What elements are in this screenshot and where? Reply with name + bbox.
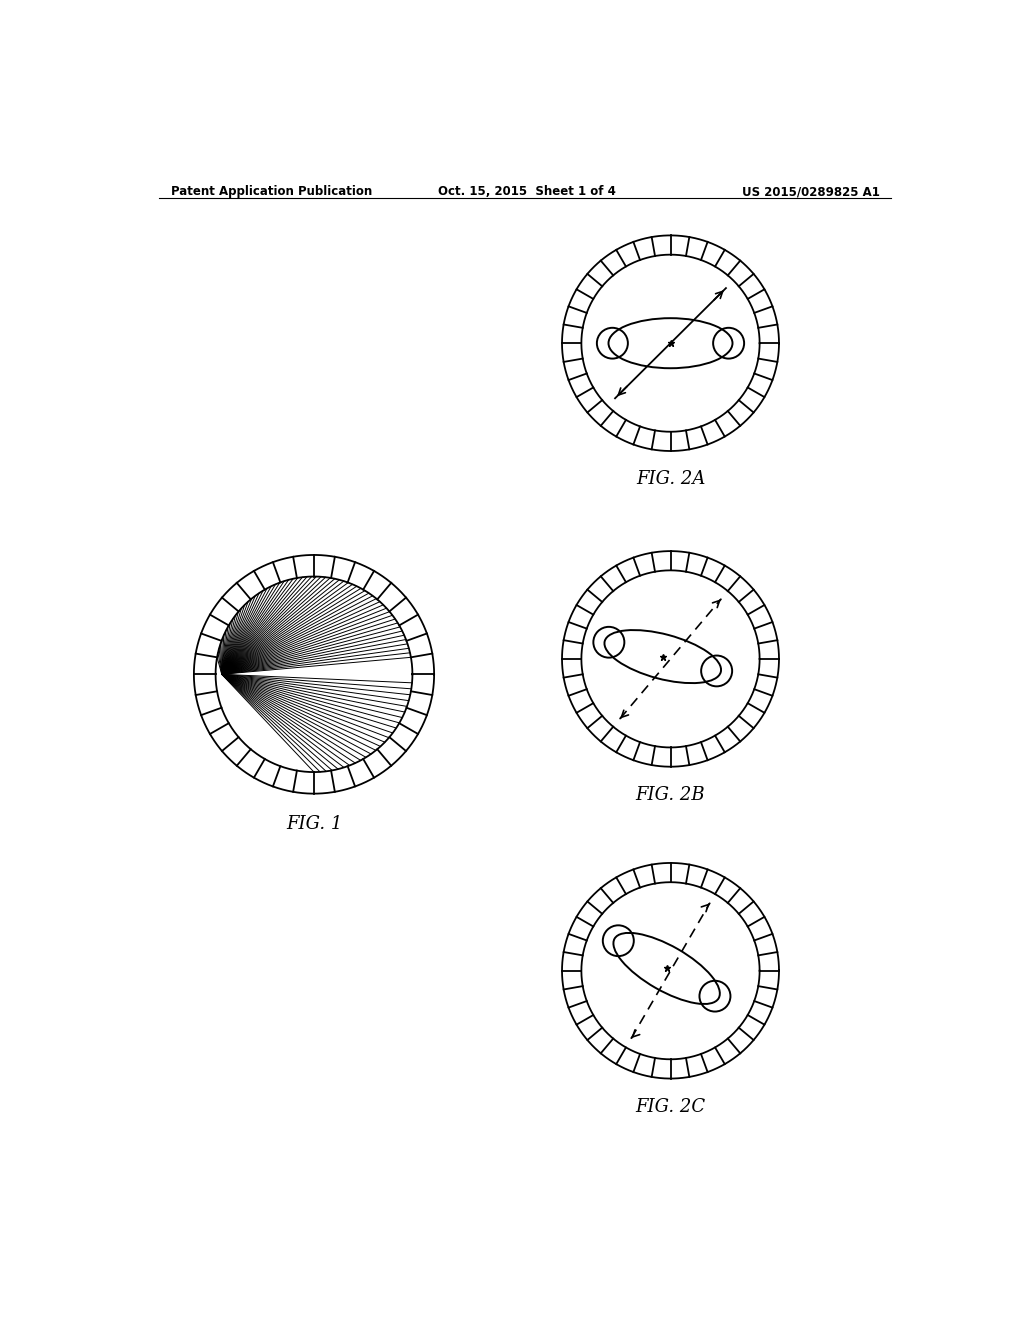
Text: FIG. 2C: FIG. 2C <box>636 1098 706 1115</box>
Text: FIG. 1: FIG. 1 <box>286 816 342 833</box>
Text: US 2015/0289825 A1: US 2015/0289825 A1 <box>741 185 880 198</box>
Text: FIG. 2A: FIG. 2A <box>636 470 706 488</box>
Text: Patent Application Publication: Patent Application Publication <box>171 185 372 198</box>
Text: FIG. 2B: FIG. 2B <box>636 785 706 804</box>
Text: Oct. 15, 2015  Sheet 1 of 4: Oct. 15, 2015 Sheet 1 of 4 <box>438 185 615 198</box>
